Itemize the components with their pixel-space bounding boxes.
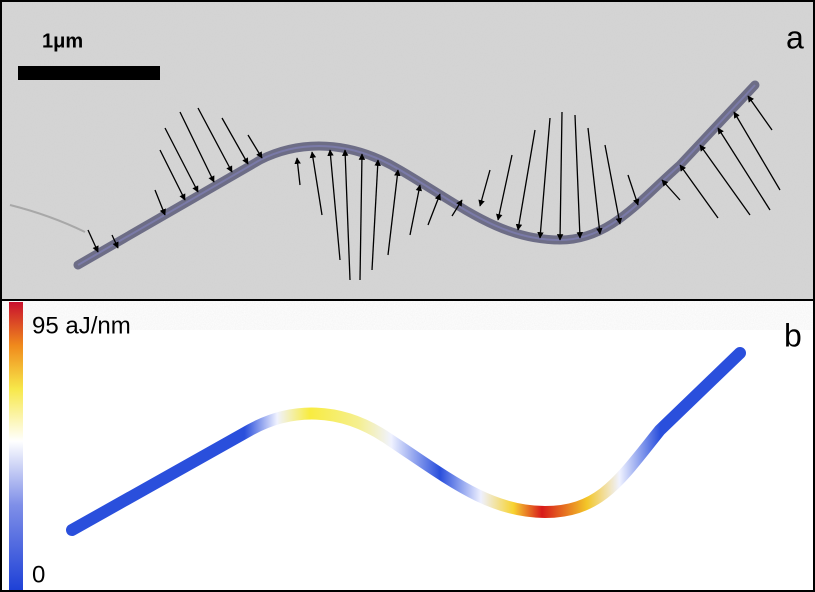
colorbar-min-label: 0 [32,561,45,588]
panel-a: 1μm a [0,0,815,300]
figure: 1μm a 95 aJ/nm 0 b [0,0,815,592]
panel-label: b [784,317,802,353]
scale-bar-label: 1μm [42,30,83,52]
colorbar [9,302,23,592]
panel-label: a [786,19,804,55]
panel-b: 95 aJ/nm 0 b [9,302,802,592]
scale-bar [18,66,160,80]
colorbar-max-label: 95 aJ/nm [32,312,131,339]
energy-curve [72,353,740,530]
